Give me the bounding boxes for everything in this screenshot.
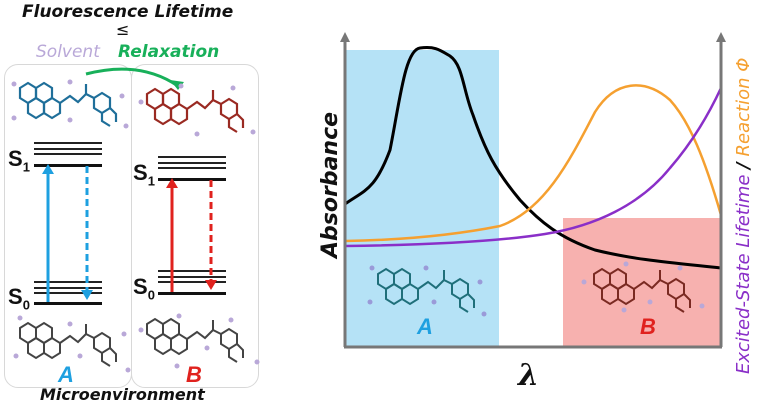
molecule-b-bottom-icon — [138, 313, 260, 369]
s1-level-b — [158, 178, 226, 181]
region-b-label: B — [640, 314, 656, 339]
microenvironment-label: Microenvironment — [40, 385, 205, 404]
chart-axes — [340, 32, 726, 349]
s0-vib-level-a — [34, 281, 102, 283]
subtitle-relaxation: Relaxation — [118, 42, 220, 62]
s0-label-a: S0 — [8, 284, 30, 313]
x-axis-label: λ — [518, 358, 540, 393]
label-a: A — [58, 362, 74, 387]
label-separator: / — [733, 162, 754, 169]
s0-label-b: S0 — [133, 274, 155, 303]
s1-vib-level-b — [158, 156, 226, 158]
less-equal-symbol: ≤ — [116, 20, 130, 39]
s0-vib-level-b — [158, 281, 226, 283]
molecule-a-chart-icon — [367, 265, 487, 317]
lifetime-curve — [344, 87, 723, 248]
s1-vib-level-a — [34, 148, 102, 150]
s1-level-a — [34, 164, 102, 167]
y-axis-right-label: Excited-State Lifetime / Reaction Φ — [733, 58, 754, 374]
s0-level-a — [34, 302, 102, 305]
s0-level-b — [158, 292, 226, 295]
molecule-a-top-icon — [11, 79, 129, 129]
s1-vib-level-b — [158, 167, 226, 169]
region-a-label: A — [417, 314, 433, 339]
diagram-title: Fluorescence Lifetime — [22, 2, 234, 22]
s0-vib-level-a — [34, 287, 102, 289]
s1-label-b: S1 — [133, 160, 155, 189]
molecule-b-top-icon — [138, 83, 256, 137]
molecule-a-bottom-icon — [13, 315, 131, 373]
transition-arrows-a-icon — [42, 164, 93, 302]
s1-vib-level-a — [34, 153, 102, 155]
chart-svg — [344, 46, 723, 347]
relaxation-arrow-icon — [85, 67, 184, 90]
transition-arrows-b-icon — [166, 178, 217, 292]
subtitle-solvent: Solvent — [36, 42, 100, 62]
chart-plot-area — [344, 46, 723, 347]
absorbance-curve — [344, 46, 722, 270]
s0-vib-level-b — [158, 270, 226, 272]
s1-vib-level-a — [34, 142, 102, 144]
region-a-shading — [345, 50, 499, 347]
s0-vib-level-b — [158, 276, 226, 278]
label-b: B — [186, 362, 202, 387]
panel-a — [4, 64, 132, 388]
y-axis-left-label: Absorbance — [318, 111, 343, 258]
lifetime-label: Excited-State Lifetime — [733, 174, 754, 374]
reaction-phi-label: Reaction Φ — [733, 57, 754, 157]
s1-vib-level-b — [158, 162, 226, 164]
molecule-b-chart-icon — [581, 261, 705, 313]
reaction-phi-curve — [344, 84, 723, 243]
s1-label-a: S1 — [8, 146, 30, 175]
s0-vib-level-a — [34, 292, 102, 294]
